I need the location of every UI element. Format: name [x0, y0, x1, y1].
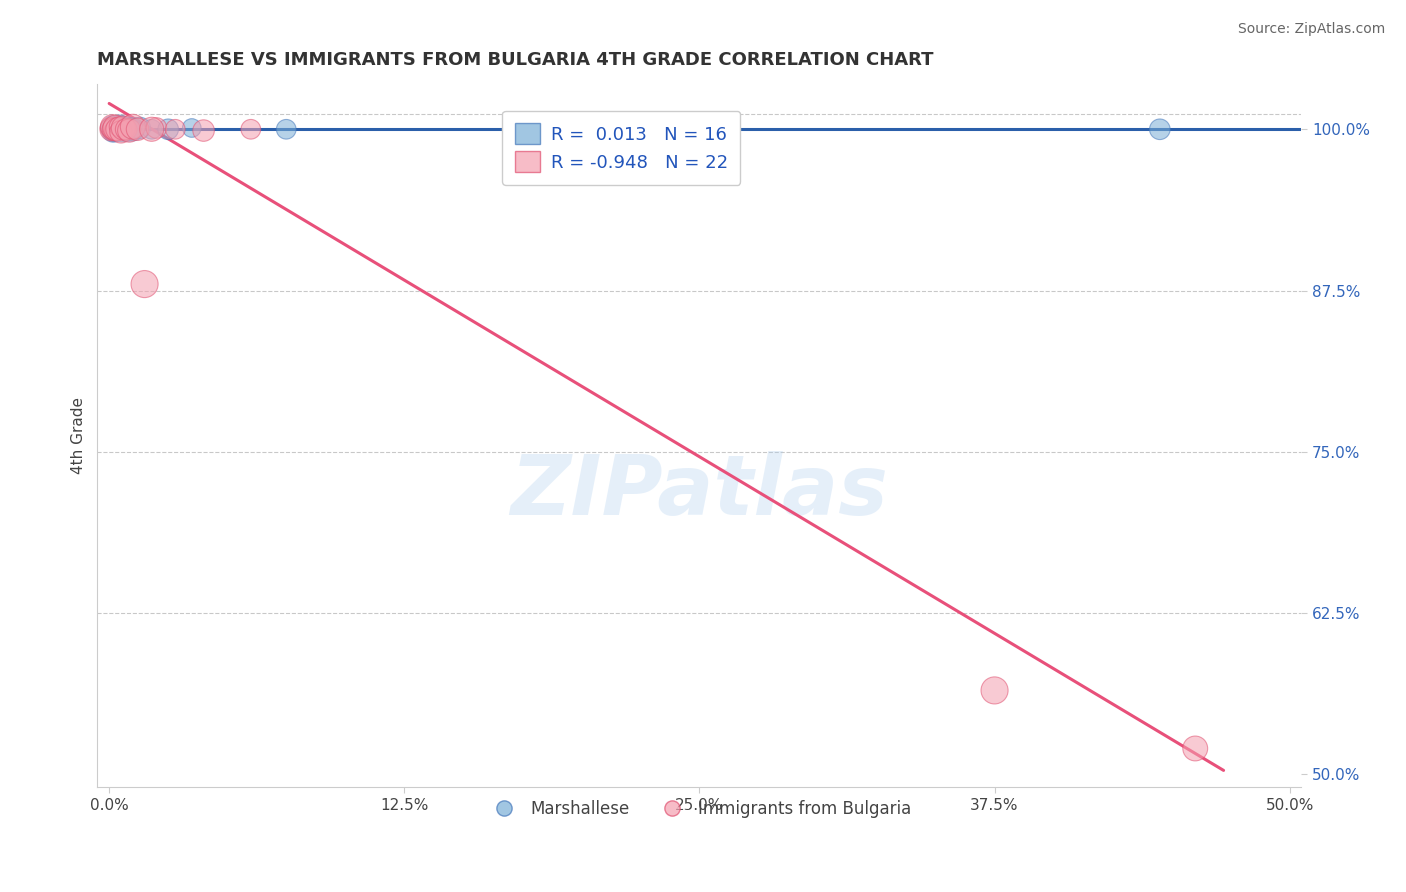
Point — [127, 122, 149, 136]
Point — [101, 120, 124, 134]
Text: MARSHALLESE VS IMMIGRANTS FROM BULGARIA 4TH GRADE CORRELATION CHART: MARSHALLESE VS IMMIGRANTS FROM BULGARIA … — [97, 51, 934, 69]
Point — [121, 120, 143, 134]
Point — [103, 123, 125, 137]
Point — [104, 120, 127, 135]
Point — [108, 120, 131, 134]
Y-axis label: 4th Grade: 4th Grade — [72, 397, 86, 475]
Text: ZIPatlas: ZIPatlas — [510, 451, 889, 533]
Point — [112, 120, 135, 135]
Point — [1184, 741, 1206, 756]
Point — [141, 122, 163, 136]
Point — [100, 120, 122, 135]
Point — [110, 125, 132, 139]
Point — [239, 122, 262, 136]
Point — [118, 123, 141, 137]
Point — [165, 122, 187, 136]
Text: Source: ZipAtlas.com: Source: ZipAtlas.com — [1237, 22, 1385, 37]
Point — [101, 122, 124, 136]
Point — [134, 277, 156, 291]
Point — [103, 122, 125, 136]
Point — [108, 120, 131, 134]
Point — [115, 122, 138, 136]
Point — [104, 120, 127, 135]
Point — [114, 120, 136, 135]
Point — [128, 120, 150, 135]
Point — [105, 122, 128, 136]
Point — [100, 120, 122, 135]
Point — [145, 120, 167, 135]
Point — [983, 683, 1005, 698]
Point — [111, 122, 134, 136]
Point — [100, 122, 122, 136]
Point — [103, 122, 125, 136]
Point — [276, 122, 298, 136]
Point — [107, 122, 129, 136]
Point — [117, 122, 139, 136]
Point — [107, 122, 129, 136]
Point — [121, 122, 143, 136]
Point — [101, 120, 124, 134]
Point — [180, 120, 202, 135]
Point — [103, 123, 125, 137]
Legend: Marshallese, Immigrants from Bulgaria: Marshallese, Immigrants from Bulgaria — [481, 793, 918, 824]
Point — [193, 123, 215, 137]
Point — [1149, 122, 1171, 136]
Point — [98, 122, 121, 136]
Point — [141, 122, 163, 136]
Point — [157, 122, 180, 136]
